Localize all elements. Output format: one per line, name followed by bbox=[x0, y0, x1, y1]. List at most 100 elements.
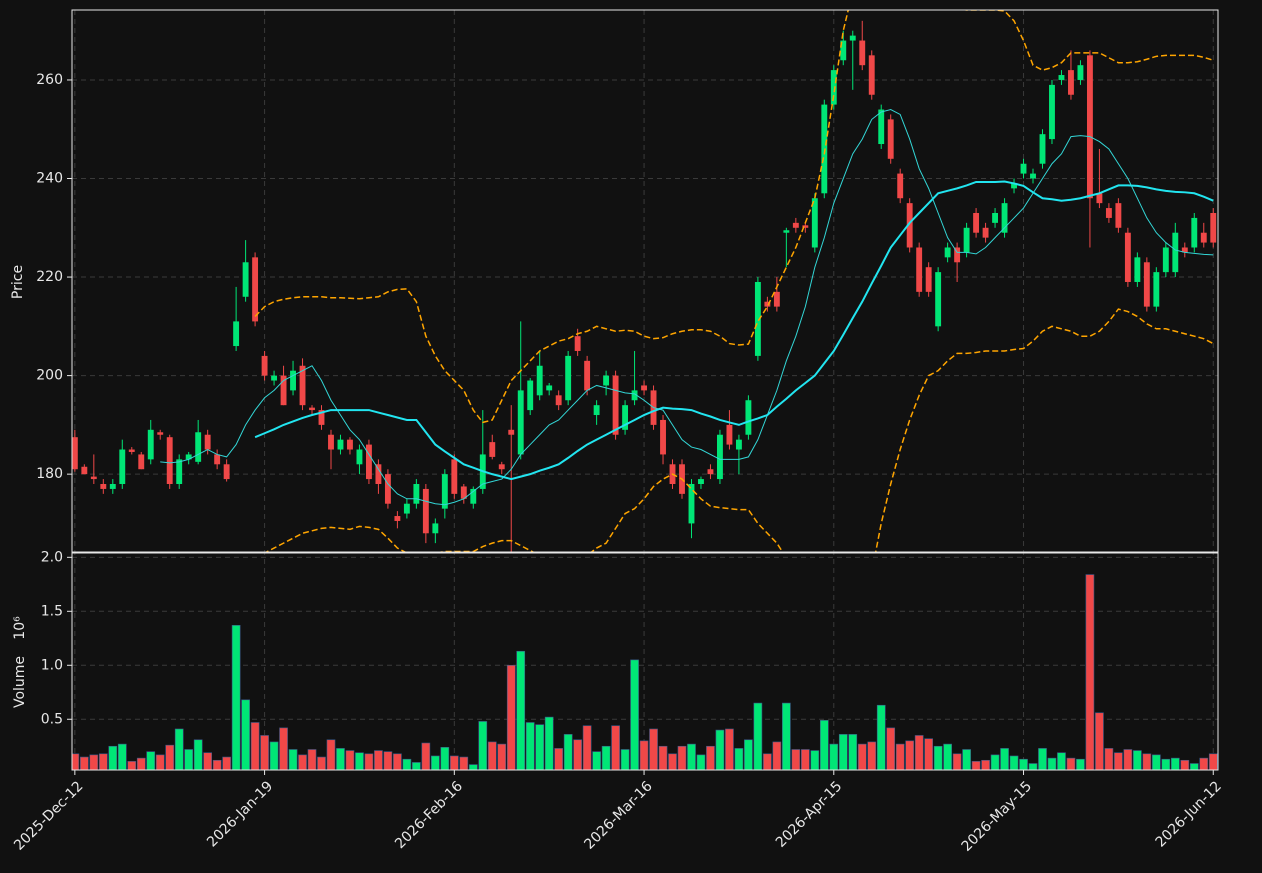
candle-body bbox=[593, 405, 600, 416]
candle-body bbox=[935, 272, 942, 327]
candle-body bbox=[432, 523, 439, 534]
volume-bar bbox=[487, 741, 497, 770]
volume-bar bbox=[345, 750, 355, 770]
volume-bar bbox=[563, 734, 573, 770]
candle-body bbox=[365, 444, 372, 480]
y-tick-label: 2.0 bbox=[41, 549, 63, 565]
volume-bar bbox=[706, 745, 715, 770]
volume-bar bbox=[1133, 750, 1142, 770]
volume-bar bbox=[810, 750, 820, 770]
candle-body bbox=[1134, 257, 1141, 282]
volume-bar bbox=[924, 738, 933, 770]
candle-body bbox=[1124, 232, 1131, 282]
volume-bar bbox=[895, 743, 905, 770]
candle-body bbox=[318, 410, 325, 425]
price-panel bbox=[72, 10, 1217, 552]
candle-body bbox=[403, 503, 410, 514]
candle-body bbox=[204, 434, 211, 450]
volume-bar bbox=[1104, 748, 1114, 770]
volume-bar bbox=[544, 716, 554, 770]
candle-body bbox=[1191, 217, 1198, 248]
candle-body bbox=[773, 291, 780, 307]
candle-body bbox=[1143, 262, 1150, 307]
candle-body bbox=[973, 213, 980, 233]
volume-bar bbox=[601, 745, 611, 770]
volume-bar bbox=[1019, 758, 1028, 770]
volume-bar bbox=[658, 745, 668, 770]
volume-bar bbox=[127, 761, 137, 770]
candle-body bbox=[489, 442, 496, 457]
volume-bar bbox=[478, 721, 488, 770]
volume-bar bbox=[554, 748, 564, 770]
candle-body bbox=[1030, 173, 1036, 179]
candle-body bbox=[745, 400, 752, 435]
volume-bar bbox=[193, 739, 203, 770]
volume-bar bbox=[753, 702, 763, 770]
candle-body bbox=[897, 173, 904, 199]
candle-body bbox=[299, 365, 306, 406]
volume-bar bbox=[905, 740, 915, 770]
volume-bar bbox=[440, 747, 450, 770]
candle-body bbox=[726, 424, 733, 445]
volume-bar bbox=[962, 749, 971, 770]
candle-body bbox=[100, 484, 107, 489]
volume-frame bbox=[71, 552, 1219, 771]
volume-bar bbox=[876, 704, 886, 770]
candle-body bbox=[887, 119, 894, 159]
volume-bar bbox=[449, 755, 459, 770]
volume-bar bbox=[819, 720, 829, 770]
volume-bar bbox=[1170, 757, 1180, 770]
candle-body bbox=[1153, 272, 1160, 307]
candle-body bbox=[783, 230, 790, 233]
volume-bar bbox=[355, 752, 364, 770]
volume-bar bbox=[468, 764, 478, 770]
candle-body bbox=[166, 437, 173, 485]
volume-bar bbox=[298, 754, 307, 770]
candle-body bbox=[394, 516, 401, 521]
volume-bar bbox=[791, 749, 801, 770]
candle-body bbox=[441, 474, 448, 509]
volume-bar bbox=[943, 743, 952, 770]
volume-bar bbox=[1028, 763, 1038, 770]
volume-bar bbox=[829, 743, 839, 770]
volume-bar bbox=[981, 759, 990, 770]
volume-bar bbox=[725, 728, 734, 770]
volume-bar bbox=[1009, 755, 1019, 770]
volume-bar bbox=[241, 699, 250, 770]
volume-bar bbox=[782, 702, 791, 770]
candle-body bbox=[840, 40, 847, 61]
volume-bar bbox=[886, 727, 896, 770]
volume-bar bbox=[639, 740, 649, 770]
candle-body bbox=[612, 375, 619, 435]
candle-body bbox=[451, 459, 458, 494]
candle-body bbox=[1086, 55, 1093, 199]
volume-bar bbox=[1057, 752, 1066, 770]
volume-bar bbox=[516, 650, 526, 770]
candle-body bbox=[252, 257, 259, 322]
candle-body bbox=[555, 395, 562, 406]
candle-body bbox=[878, 109, 885, 145]
volume-bar bbox=[573, 739, 582, 770]
candle-body bbox=[261, 355, 268, 376]
candle-body bbox=[384, 474, 391, 504]
volume-bar bbox=[317, 756, 326, 770]
volume-bar bbox=[1085, 574, 1095, 770]
candle-body bbox=[925, 267, 932, 292]
candle-body bbox=[337, 439, 344, 450]
candle-body bbox=[1039, 134, 1046, 164]
candle-body bbox=[185, 454, 192, 460]
candle-body bbox=[707, 469, 714, 475]
price-frame bbox=[71, 9, 1219, 553]
candle-body bbox=[138, 454, 145, 470]
volume-bar bbox=[279, 727, 288, 770]
overlay-line bbox=[264, 308, 1214, 552]
volume-bar bbox=[668, 753, 677, 770]
candle-body bbox=[214, 454, 221, 465]
candle-body bbox=[717, 434, 723, 480]
volume-bar bbox=[611, 725, 620, 770]
candle-body bbox=[992, 213, 999, 223]
volume-bar bbox=[649, 728, 658, 770]
volume-bar bbox=[800, 749, 810, 770]
volume-bar bbox=[1047, 757, 1057, 770]
volume-bar bbox=[212, 759, 222, 770]
